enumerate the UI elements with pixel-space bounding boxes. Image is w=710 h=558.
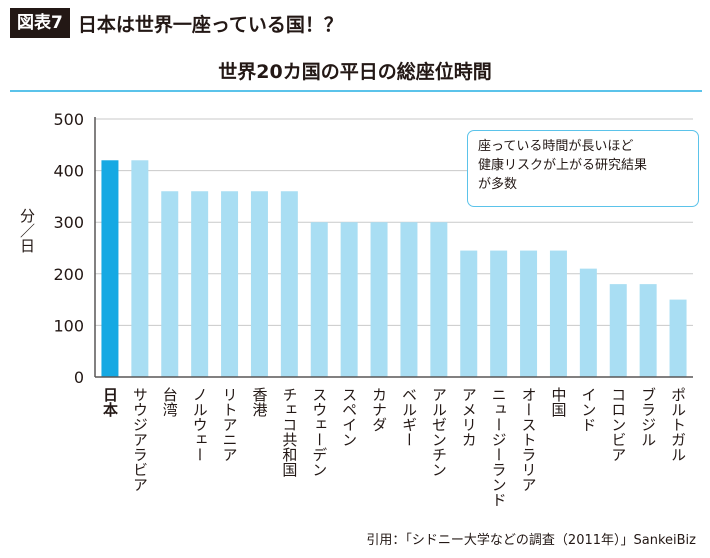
- category-label: サウジアラビア: [131, 387, 149, 492]
- bar: [549, 250, 567, 377]
- category-label: チェコ共和国: [280, 387, 298, 477]
- category-label: コロンビア: [609, 387, 627, 462]
- bar: [520, 250, 538, 377]
- category-label: リトアニア: [221, 387, 239, 462]
- category-label: 中国: [549, 387, 567, 417]
- bar: [250, 191, 268, 377]
- category-label: ベルギー: [400, 387, 418, 447]
- title-rule: [10, 90, 702, 92]
- category-label: インド: [579, 387, 597, 432]
- y-tick-label: 500: [53, 110, 84, 129]
- category-label: ニュージーランド: [490, 387, 508, 507]
- y-tick-label: 200: [53, 265, 84, 284]
- headline: 日本は世界一座っている国！？: [77, 13, 343, 36]
- bar: [161, 191, 179, 377]
- category-label: 台湾: [161, 387, 179, 417]
- annotation-line: 座っている時間が長いほど: [478, 139, 634, 154]
- bar: [370, 222, 388, 377]
- category-label: ポルトガル: [669, 387, 687, 462]
- bar: [191, 191, 209, 377]
- y-tick-label: 300: [53, 213, 84, 232]
- category-label: スウェーデン: [310, 387, 328, 477]
- category-label: カナダ: [370, 387, 388, 432]
- y-tick-label: 100: [53, 316, 84, 335]
- bar: [221, 191, 239, 377]
- category-label: アルゼンチン: [430, 387, 448, 477]
- bar: [131, 160, 149, 377]
- bar: [639, 284, 657, 377]
- source-note: 引用：「シドニー大学などの調査（2011年）」SankeiBiz: [366, 533, 696, 548]
- y-tick-label: 0: [74, 368, 84, 387]
- bar: [669, 299, 687, 377]
- y-tick-label: 400: [53, 162, 84, 181]
- category-label: ブラジル: [639, 387, 657, 447]
- category-label: スペイン: [340, 387, 358, 447]
- figure-label: 図表7: [10, 8, 70, 38]
- category-label: アメリカ: [460, 387, 478, 447]
- bar: [460, 250, 478, 377]
- chart-title: 世界20カ国の平日の総座位時間: [218, 61, 492, 83]
- annotation-line: が多数: [478, 177, 518, 192]
- bar: [400, 222, 418, 377]
- figure-header: 図表7 日本は世界一座っている国！？: [10, 8, 343, 38]
- bar: [579, 268, 597, 377]
- bar: [490, 250, 508, 377]
- bar: [280, 191, 298, 377]
- category-label: ノルウェー: [191, 387, 209, 462]
- y-axis-label: 分／日: [18, 208, 36, 253]
- bar: [310, 222, 328, 377]
- bar: [340, 222, 358, 377]
- annotation-callout: 座っている時間が長いほど 健康リスクが上がる研究結果 が多数: [467, 130, 699, 207]
- category-label: オーストラリア: [520, 387, 538, 492]
- category-label: 日本: [101, 387, 119, 418]
- bar: [430, 222, 448, 377]
- category-label: 香港: [250, 387, 268, 417]
- annotation-line: 健康リスクが上がる研究結果: [478, 158, 648, 173]
- bar: [101, 160, 119, 377]
- bar: [609, 284, 627, 377]
